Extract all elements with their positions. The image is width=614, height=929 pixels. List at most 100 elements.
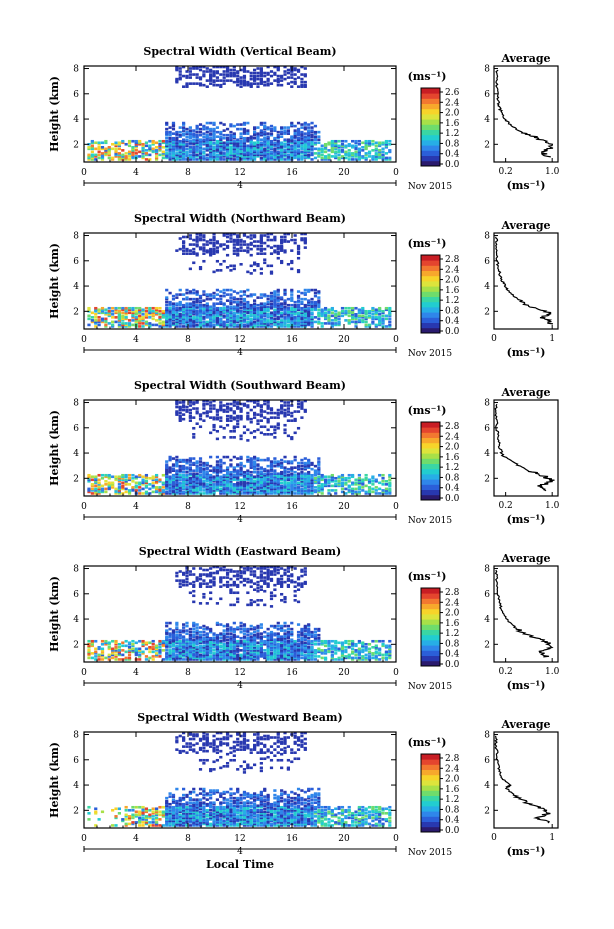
average-profile-line — [494, 569, 554, 658]
y-tick-label: 6 — [73, 424, 79, 434]
avg-y-tick-label: 8 — [484, 731, 490, 741]
colorbar-segment — [421, 317, 440, 323]
avg-x-tick-label: 1 — [549, 833, 555, 843]
average-title: Average — [500, 718, 550, 731]
colorbar-segment — [421, 614, 440, 620]
colorbar-segment — [421, 826, 440, 833]
heatmap-cells — [87, 65, 392, 161]
colorbar-segment — [421, 660, 440, 667]
colorbar-frame — [420, 254, 441, 334]
colorbar-segment — [421, 774, 440, 781]
x-tick-label: 16 — [286, 502, 298, 512]
chart-title: Spectral Width (Westward Beam) — [137, 711, 342, 724]
colorbar-tick-label: 0.8 — [445, 473, 460, 483]
date-label: Nov 2015 — [408, 848, 452, 858]
avg-x-label: (ms⁻¹) — [507, 679, 546, 692]
average-title: Average — [500, 219, 550, 232]
panel-3: Spectral Width (Southward Beam) 2 4 6 8 Heigh… — [48, 379, 560, 526]
avg-x-tick-label: 1.0 — [545, 167, 560, 177]
y-tick-label: 4 — [73, 615, 79, 625]
average-profile-line — [494, 735, 551, 824]
x-tick-label: 12 — [234, 834, 245, 844]
colorbar-segment — [421, 301, 440, 308]
avg-y-tick-label: 2 — [484, 640, 490, 650]
colorbar-segment — [421, 98, 440, 104]
heatmap-cells — [87, 399, 392, 495]
panel-5: Spectral Width (Westward Beam) 2 4 6 8 Height… — [48, 711, 559, 871]
colorbar-segment — [421, 103, 440, 110]
y-axis-label: Height (km) — [48, 410, 61, 486]
average-frame — [493, 565, 559, 663]
colorbar-segment — [421, 296, 440, 303]
colorbar-segment — [421, 489, 440, 496]
avg-x-tick-label: 0 — [491, 334, 497, 344]
heatmap-cells — [87, 731, 392, 827]
avg-y-tick-label: 6 — [484, 756, 490, 766]
colorbar-segment — [421, 427, 440, 433]
colorbar-tick-label: 0.8 — [445, 805, 460, 815]
colorbar-segment — [421, 603, 440, 610]
x-tick-label: 8 — [185, 335, 191, 345]
avg-x-tick-label: 0 — [491, 833, 497, 843]
x-tick-label: 0 — [393, 168, 399, 178]
x-tick-label: 0 — [393, 834, 399, 844]
colorbar-segment — [421, 442, 440, 449]
date-label: Nov 2015 — [408, 349, 452, 359]
colorbar-segment — [421, 453, 440, 459]
colorbar-segment — [421, 634, 440, 641]
colorbar-tick-label: 2.4 — [445, 598, 460, 608]
colorbar-unit: (ms⁻¹) — [408, 736, 447, 749]
colorbar-tick-label: 1.6 — [445, 619, 460, 629]
chart-title: Spectral Width (Vertical Beam) — [143, 45, 336, 58]
colorbar-tick-label: 0.4 — [445, 150, 460, 160]
colorbar-segment — [421, 448, 440, 454]
avg-y-tick-label: 2 — [484, 307, 490, 317]
x-tick-label: 0 — [81, 168, 87, 178]
colorbar-tick-label: 0.0 — [445, 327, 460, 337]
colorbar-segment — [421, 598, 440, 604]
avg-x-tick-label: 0.2 — [498, 167, 512, 177]
chart-title: Spectral Width (Southward Beam) — [134, 379, 346, 392]
average-title: Average — [500, 552, 550, 565]
avg-x-tick-label: 0.2 — [498, 501, 512, 511]
colorbar-tick-label: 0.4 — [445, 650, 460, 660]
colorbar-tick-label: 0.0 — [445, 160, 460, 170]
x-tick-label: 12 — [234, 168, 245, 178]
average-frame — [493, 399, 559, 497]
y-tick-label: 6 — [73, 590, 79, 600]
colorbar-segment — [421, 494, 440, 501]
colorbar-tick-label: 2.8 — [445, 422, 460, 432]
colorbar-segment — [421, 468, 440, 475]
avg-x-tick-label: 1.0 — [545, 667, 560, 677]
x-tick-label: 12 — [234, 668, 245, 678]
colorbar-tick-label: 0.8 — [445, 306, 460, 316]
avg-x-label: (ms⁻¹) — [507, 513, 546, 526]
avg-y-tick-label: 2 — [484, 806, 490, 816]
panel-2: Spectral Width (Northward Beam) 2 4 6 8 Heigh… — [48, 212, 559, 359]
y-tick-label: 6 — [73, 756, 79, 766]
colorbar-segment — [421, 769, 440, 776]
panel-4: Spectral Width (Eastward Beam) 2 4 6 8 Height… — [48, 545, 560, 692]
x-tick-label: 12 — [234, 502, 245, 512]
colorbar-segment — [421, 655, 440, 662]
colorbar-segment — [421, 811, 440, 817]
y-axis-label: Height (km) — [48, 76, 61, 152]
avg-x-label: (ms⁻¹) — [507, 845, 546, 858]
colorbar-segment — [421, 645, 440, 651]
colorbar-segment — [421, 93, 440, 99]
colorbar-tick-label: 0.0 — [445, 494, 460, 504]
day-marker: 4 — [237, 515, 243, 525]
heatmap-cells — [87, 565, 392, 661]
x-tick-label: 12 — [234, 335, 245, 345]
colorbar-segment — [421, 754, 440, 760]
chart-title: Spectral Width (Eastward Beam) — [139, 545, 341, 558]
colorbar-tick-label: 1.2 — [445, 629, 459, 639]
colorbar-tick-label: 2.8 — [445, 588, 460, 598]
colorbar-segment — [421, 624, 440, 630]
colorbar-segment — [421, 124, 440, 130]
x-tick-label: 16 — [286, 834, 298, 844]
y-tick-label: 8 — [73, 232, 79, 242]
avg-x-tick-label: 1 — [549, 334, 555, 344]
y-axis-label: Height (km) — [48, 742, 61, 818]
